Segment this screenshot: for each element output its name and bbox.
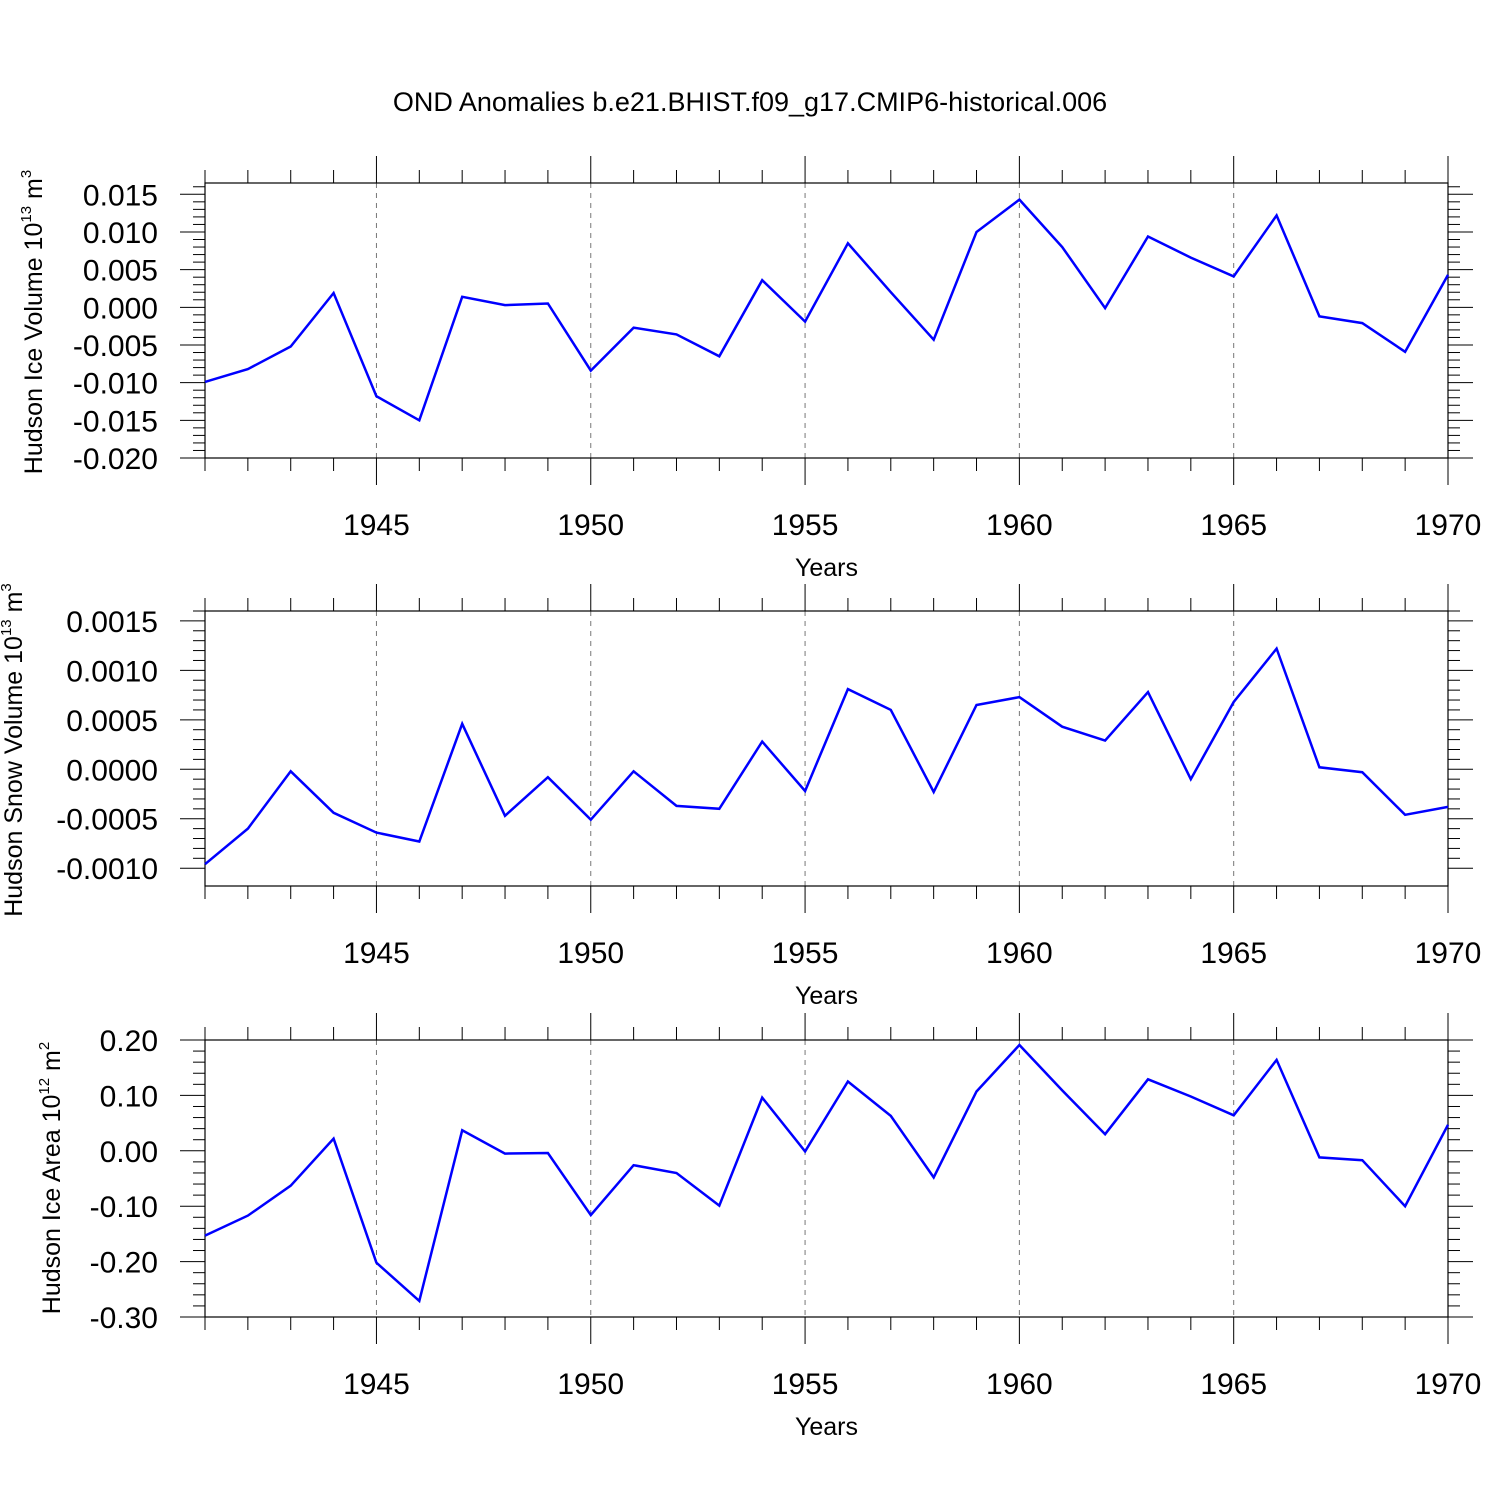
panel-1: 1945 1950 1955 1960 1965 1970 Years -0.020 -0.01… (18, 156, 1481, 582)
series-line (204, 197, 1450, 423)
y-tick-label: 0.0010 (66, 655, 158, 688)
plot-frame (204, 1039, 1449, 1318)
y-tick-label: -0.010 (73, 368, 158, 401)
plot-frame (204, 182, 1449, 459)
y-axis-title-text: Hudson Ice Volume 10 (20, 223, 48, 475)
y-tick-label: 0.015 (83, 179, 158, 212)
y-tick-label: -0.0010 (56, 853, 158, 886)
x-tick-label: 1960 (986, 509, 1053, 542)
y-tick-label: -0.015 (73, 405, 158, 438)
x-tick-label: 1950 (557, 1368, 624, 1401)
y-tick-label: 0.010 (83, 217, 158, 250)
y-tick-label: -0.005 (73, 330, 158, 363)
x-tick-label: 1945 (343, 1368, 410, 1401)
x-tick-label: 1955 (772, 509, 839, 542)
y-tick-label: -0.20 (90, 1247, 158, 1280)
y-tick-label: 0.0015 (66, 606, 158, 639)
x-tick-label: 1950 (557, 509, 624, 542)
y-tick-label: 0.20 (100, 1025, 158, 1058)
panels: 1945 1950 1955 1960 1965 1970 Years -0.020 -0.01… (0, 156, 1481, 1441)
y-axis-title-unit: m (0, 592, 28, 620)
y-tick-label: -0.30 (90, 1302, 158, 1335)
panel-3: 1945 1950 1955 1960 1965 1970 Years -0.30 -0.20 -… (36, 1013, 1481, 1441)
y-tick-label: 0.0005 (66, 705, 158, 738)
x-axis-title: Years (795, 1413, 858, 1441)
y-axis-title-unit: m (20, 178, 48, 206)
y-axis-title: Hudson Ice Volume 1013 m3 (18, 170, 48, 474)
x-axis-title: Years (795, 982, 858, 1010)
y-axis-title: Hudson Ice Area 1012 m2 (36, 1042, 66, 1314)
x-tick-label: 1945 (343, 937, 410, 970)
y-tick-label: 0.0000 (66, 754, 158, 787)
y-tick-label: 0.000 (83, 292, 158, 325)
x-tick-label: 1960 (986, 1368, 1053, 1401)
x-tick-label: 1945 (343, 509, 410, 542)
y-axis-title: Hudson Snow Volume 1013 m3 (0, 583, 28, 917)
y-tick-label: 0.005 (83, 255, 158, 288)
y-tick-label: 0.10 (100, 1080, 158, 1113)
y-axis-title-exponent: 12 (36, 1078, 53, 1095)
x-tick-label: 1950 (557, 937, 624, 970)
x-tick-label: 1970 (1415, 509, 1482, 542)
x-tick-label: 1970 (1415, 1368, 1482, 1401)
y-axis-title-text: Hudson Ice Area 10 (38, 1095, 66, 1315)
y-axis-title-unit-exponent: 3 (18, 170, 35, 178)
y-axis-title-unit: m (38, 1050, 66, 1078)
panel-2: 1945 1950 1955 1960 1965 1970 Years -0.0010 -0.0… (0, 583, 1481, 1010)
x-axis-title: Years (795, 554, 858, 582)
y-axis-title-exponent: 13 (18, 206, 35, 223)
y-tick-label: 0.00 (100, 1136, 158, 1169)
series-line (204, 646, 1449, 866)
x-tick-label: 1955 (772, 937, 839, 970)
y-axis-title-exponent: 13 (0, 619, 15, 636)
x-tick-label: 1970 (1415, 937, 1482, 970)
y-axis-title-unit-exponent: 3 (0, 583, 15, 591)
x-tick-label: 1965 (1200, 1368, 1267, 1401)
figure-title: OND Anomalies b.e21.BHIST.f09_g17.CMIP6-… (393, 87, 1107, 117)
plot-frame (204, 610, 1449, 887)
y-tick-label: -0.020 (73, 443, 158, 476)
y-axis-title-text: Hudson Snow Volume 10 (0, 636, 28, 917)
y-axis-title-unit-exponent: 2 (36, 1042, 53, 1050)
x-tick-label: 1960 (986, 937, 1053, 970)
x-tick-label: 1965 (1200, 509, 1267, 542)
y-tick-label: -0.10 (90, 1191, 158, 1224)
x-tick-label: 1955 (772, 1368, 839, 1401)
x-tick-label: 1965 (1200, 937, 1267, 970)
y-tick-label: -0.0005 (56, 804, 158, 837)
series-line (204, 1043, 1450, 1304)
